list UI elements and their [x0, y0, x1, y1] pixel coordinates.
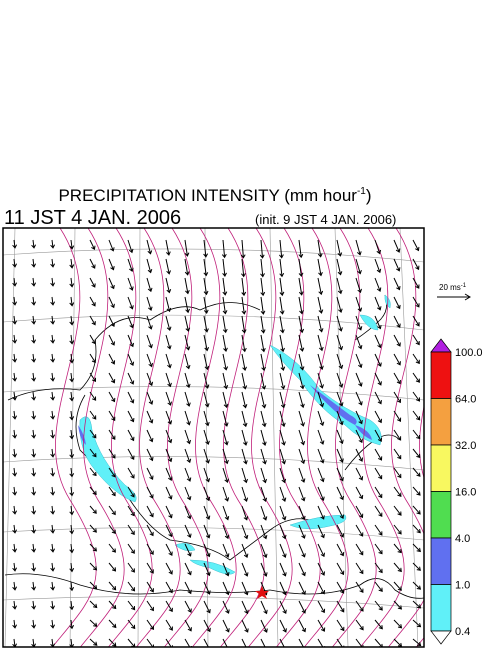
colorbar-label: 4.0 [455, 533, 470, 545]
title-close: ) [366, 186, 372, 205]
map [2, 227, 425, 648]
title-exponent: -1 [357, 186, 366, 197]
colorbar-segment [430, 630, 452, 645]
valid-time: 11 JST 4 JAN. 2006 [4, 207, 181, 229]
contour [247, 228, 293, 647]
colorbar-label: 1.0 [455, 580, 470, 592]
contour [135, 228, 181, 647]
contour [79, 228, 125, 647]
title-text: PRECIPITATION INTENSITY (mm hour [58, 186, 357, 205]
wind-scale-exponent: -1 [461, 283, 467, 289]
contour [219, 228, 265, 647]
contour [387, 228, 424, 647]
colorbar-segment [430, 398, 452, 446]
map-frame [2, 227, 425, 648]
contour [163, 228, 209, 647]
colorbar-label: 64.0 [455, 394, 476, 406]
colorbar-segment [430, 444, 452, 492]
wind-scale-label: 20 ms-1 [439, 283, 467, 292]
colorbar-segment [430, 584, 452, 632]
location-star [255, 586, 269, 599]
wind-scale-text: 20 ms [439, 283, 461, 292]
precipitation [79, 294, 391, 575]
colorbar-segment [430, 338, 452, 353]
init-time: (init. 9 JST 4 JAN. 2006) [255, 212, 396, 227]
contour [107, 228, 153, 647]
map-content [3, 228, 424, 647]
colorbar-label: 100.0 [455, 347, 483, 359]
colorbar: 100.0 64.0 32.0 16.0 4.0 1.0 0.4 [430, 338, 483, 645]
colorbar-label: 32.0 [455, 440, 476, 452]
contour [275, 228, 321, 647]
colorbar-segment [430, 491, 452, 539]
wind-scale-head [464, 293, 471, 301]
contour [331, 228, 377, 647]
title: PRECIPITATION INTENSITY (mm hour-1) [58, 186, 371, 205]
colorbar-segment [430, 537, 452, 585]
colorbar-segment [430, 351, 452, 399]
contour [51, 228, 97, 647]
contour [303, 228, 349, 647]
colorbar-label: 16.0 [455, 487, 476, 499]
contour [191, 228, 237, 647]
wind-vectors [12, 239, 422, 647]
colorbar-label: 0.4 [455, 626, 470, 638]
